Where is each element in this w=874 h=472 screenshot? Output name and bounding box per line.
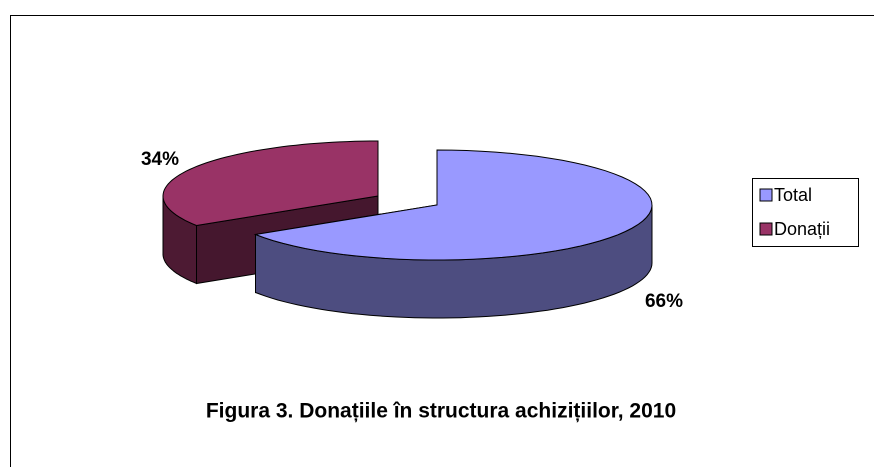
chart-title: Figura 3. Donațiile în structura achiziț… — [206, 400, 676, 423]
data-label: 66% — [645, 291, 683, 312]
legend-swatch — [760, 223, 772, 235]
legend-swatch — [760, 189, 772, 201]
data-label: 34% — [141, 149, 179, 170]
legend-label: Total — [774, 185, 812, 205]
legend-label: Donații — [774, 219, 830, 239]
